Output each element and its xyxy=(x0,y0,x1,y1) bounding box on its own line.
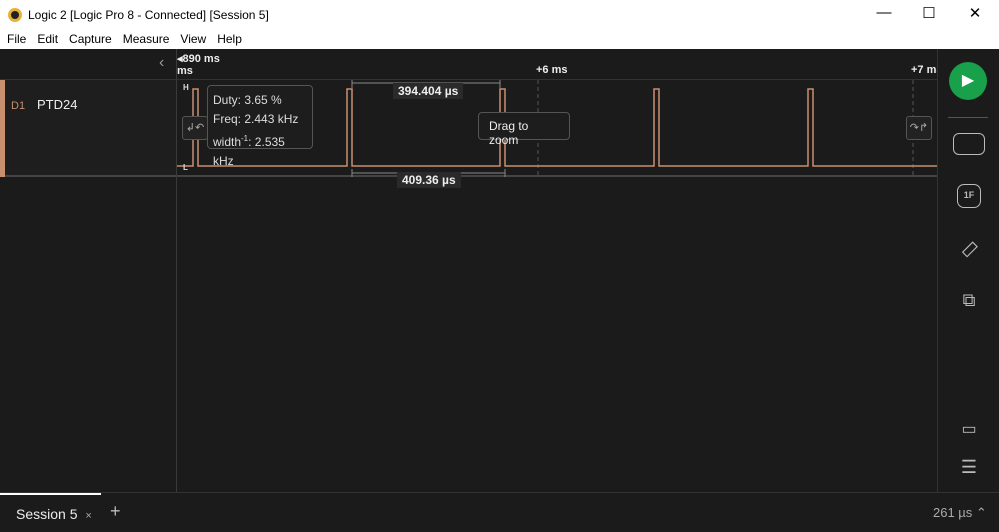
channel-id: D1 xyxy=(11,100,26,112)
collapse-chevron-icon[interactable]: ‹ xyxy=(159,54,165,71)
freq-value: Freq: 2.443 kHz xyxy=(213,112,299,126)
menu-icon[interactable]: ☰ xyxy=(960,457,978,477)
right-sidebar xyxy=(937,49,999,492)
close-button[interactable]: ✕ xyxy=(968,5,982,22)
high-label: H xyxy=(183,83,189,92)
comment-icon[interactable]: ▭ xyxy=(961,421,977,438)
window-title: Logic 2 [Logic Pro 8 - Connected] [Sessi… xyxy=(28,8,269,22)
ruler-start-label: ◂890 ms xyxy=(177,53,220,65)
maximize-button[interactable]: ☐ xyxy=(922,5,936,22)
tick-label: +7 ms xyxy=(911,64,937,76)
channel-name[interactable]: PTD24 xyxy=(37,97,78,112)
timescale-readout[interactable]: 261 µs ⌃ xyxy=(933,505,987,520)
menu-help[interactable]: Help xyxy=(217,32,242,46)
width-value: width-1: 2.535 kHz xyxy=(213,134,285,168)
title-bar: Logic 2 [Logic Pro 8 - Connected] [Sessi… xyxy=(0,0,999,30)
menu-bar: File Edit Capture Measure View Help xyxy=(0,30,999,49)
measurement-pulse-width: 394.404 µs xyxy=(393,83,464,99)
sidebar-divider xyxy=(948,117,988,118)
add-tab-button[interactable]: + xyxy=(110,501,121,521)
channel-color-bar xyxy=(0,80,5,177)
analyzer-icon[interactable]: 1F xyxy=(957,184,981,208)
next-edge-button[interactable]: ↷↱ xyxy=(906,116,932,140)
menu-view[interactable]: View xyxy=(180,32,207,46)
duty-value: Duty: 3.65 % xyxy=(213,93,282,107)
menu-measure[interactable]: Measure xyxy=(122,32,170,46)
label-divider[interactable] xyxy=(176,49,177,492)
play-icon[interactable]: ▶ xyxy=(949,62,987,100)
time-ruler[interactable]: ‹ ◂890 ms ms +6 ms +7 ms xyxy=(0,49,937,80)
ruler-start-unit: ms xyxy=(177,65,193,77)
prev-edge-button[interactable]: ↲↶ xyxy=(182,116,208,140)
menu-file[interactable]: File xyxy=(7,32,27,46)
app-logo-icon xyxy=(8,8,22,22)
pulse-tooltip: Duty: 3.65 % Freq: 2.443 kHz width-1: 2.… xyxy=(207,85,313,168)
measurement-period: 409.36 µs xyxy=(397,172,461,188)
device-icon[interactable] xyxy=(953,133,985,155)
menu-edit[interactable]: Edit xyxy=(37,32,59,46)
tab-session-5[interactable]: Session 5 × xyxy=(0,493,101,532)
tab-close-icon[interactable]: × xyxy=(85,510,92,522)
channel-row[interactable]: D1 PTD24 xyxy=(0,80,177,177)
low-label: L xyxy=(183,163,188,172)
extensions-icon[interactable]: ⧉ xyxy=(962,290,976,310)
tick-label: +6 ms xyxy=(536,64,568,76)
menu-capture[interactable]: Capture xyxy=(69,32,112,46)
minimize-button[interactable]: — xyxy=(876,4,892,21)
drag-to-zoom-hint: Drag to zoom xyxy=(478,112,570,147)
bottom-bar: Session 5 × + 261 µs ⌃ xyxy=(0,492,999,531)
